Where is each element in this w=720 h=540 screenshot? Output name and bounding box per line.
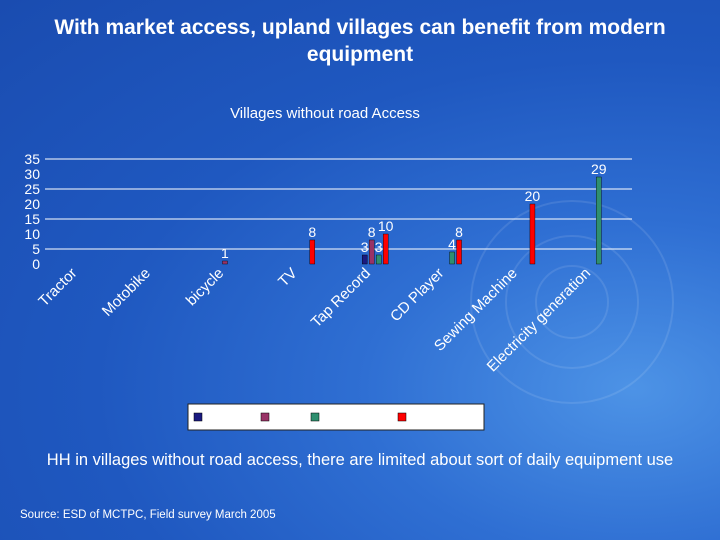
bar	[375, 254, 382, 265]
legend-label: Vak Nuea	[323, 409, 384, 425]
y-tick-label: 35	[24, 151, 40, 167]
bar	[361, 254, 368, 265]
y-tick-label: 10	[24, 226, 40, 242]
x-tick-label: bicycle	[183, 265, 227, 309]
legend-label: Hapae	[206, 409, 247, 425]
x-tick-label: TV	[275, 265, 301, 291]
bar	[596, 176, 602, 265]
legend-swatch	[397, 412, 407, 422]
gridlines	[45, 158, 632, 250]
legend-box	[187, 403, 485, 431]
bar	[382, 233, 389, 265]
data-label: 3	[375, 239, 383, 255]
bars	[222, 176, 602, 265]
background-ripple	[470, 200, 674, 404]
y-tick-label: 0	[32, 256, 40, 272]
legend-label: Longthang	[410, 409, 476, 425]
slide-caption: HH in villages without road access, ther…	[46, 451, 674, 469]
y-tick-label: 30	[24, 166, 40, 182]
data-label: 4	[448, 236, 456, 252]
bar	[449, 251, 455, 265]
x-axis: Tractor Motobike bicycle TV Tap Record CD Pla…	[35, 265, 594, 375]
data-label: 20	[525, 188, 541, 204]
legend-swatch	[260, 412, 270, 422]
bar	[222, 260, 228, 265]
bar	[529, 203, 536, 265]
y-tick-label: 15	[24, 211, 40, 227]
source-note: Source: ESD of MCTPC, Field survey March…	[20, 509, 276, 521]
legend-swatch	[193, 412, 203, 422]
slide-title: With market access, upland villages can …	[54, 16, 666, 66]
x-tick-label: Tap Record	[308, 265, 374, 331]
data-label: 29	[591, 161, 607, 177]
legend-swatch	[310, 412, 320, 422]
y-tick-label: 20	[24, 196, 40, 212]
data-label: 8	[368, 224, 376, 240]
chart-title: Villages without road Access	[230, 105, 420, 122]
legend: Hapae Tak Vak Nuea Longthang	[187, 403, 485, 431]
data-label: 10	[378, 218, 394, 234]
y-tick-label: 25	[24, 181, 40, 197]
x-tick-label: Motobike	[99, 265, 154, 320]
x-tick-label: Tractor	[35, 265, 80, 310]
bar	[456, 239, 462, 265]
legend-label: Tak	[273, 409, 296, 425]
bar	[309, 239, 316, 265]
data-label: 8	[308, 224, 316, 240]
bar	[368, 239, 375, 265]
x-tick-label: CD Player	[387, 265, 447, 325]
data-label: 3	[361, 239, 369, 255]
data-label: 1	[221, 245, 229, 261]
y-tick-label: 5	[32, 241, 40, 257]
data-label: 8	[455, 224, 463, 240]
